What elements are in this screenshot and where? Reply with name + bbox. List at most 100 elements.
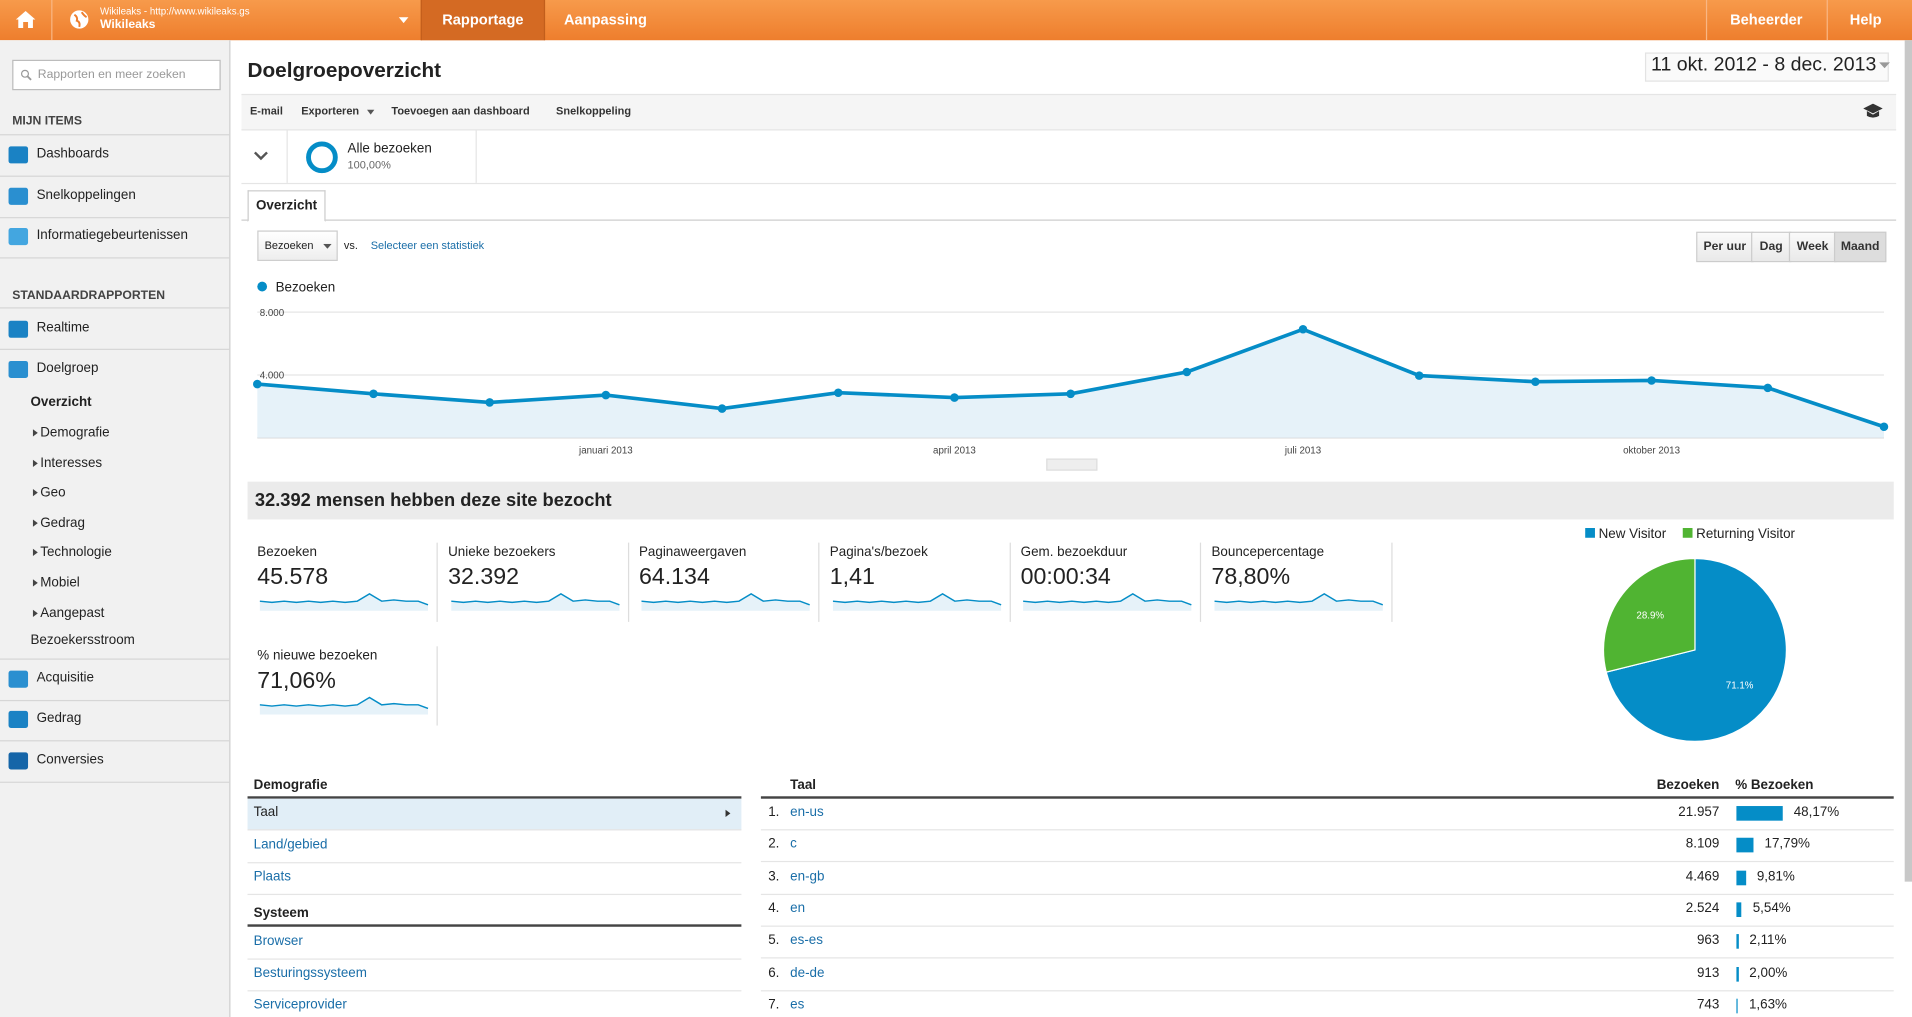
nav-subitem[interactable]: Technologie — [40, 545, 112, 560]
metric-label: % nieuwe bezoeken — [257, 648, 378, 664]
nav-subitem[interactable]: Aangepast — [40, 606, 105, 621]
demographic-link[interactable]: Taal — [253, 804, 279, 820]
search-placeholder: Rapporten en meer zoeken — [37, 68, 186, 82]
divider — [286, 130, 288, 183]
metric-label: Pagina's/bezoek — [829, 545, 928, 560]
share-label: 1,63% — [1748, 997, 1787, 1012]
nav-subitem[interactable]: Mobiel — [40, 575, 80, 591]
system-link[interactable]: Browser — [253, 934, 303, 949]
separator — [0, 217, 230, 219]
tab-reporting[interactable]: Rapportage — [420, 0, 546, 41]
row-line — [247, 862, 742, 864]
tab-customization[interactable]: Aanpassing — [563, 10, 647, 29]
nav-subitem[interactable]: Interesses — [40, 456, 103, 471]
segment-name[interactable]: Alle bezoeken — [347, 141, 432, 157]
granularity-button[interactable]: Dag — [1751, 231, 1792, 263]
point — [1763, 383, 1773, 393]
nav-item[interactable]: Conversies — [36, 752, 104, 768]
y-tick-label: 8.000 — [260, 308, 285, 319]
demographic-link[interactable]: Plaats — [253, 869, 291, 885]
granularity-button[interactable]: Maand — [1833, 231, 1887, 263]
nav-item[interactable]: Doelgroep — [36, 360, 99, 376]
date-picker[interactable]: 11 okt. 2012 - 8 dec. 2013 — [1644, 52, 1889, 82]
metric-select[interactable]: Bezoeken — [257, 230, 338, 261]
x-tick-label: april 2013 — [933, 446, 976, 457]
sparkline-line — [1023, 593, 1192, 606]
pie-slice — [1605, 557, 1787, 742]
rank: 1. — [768, 804, 780, 820]
language-link[interactable]: es-es — [790, 933, 823, 948]
toolbar-action[interactable]: E-mail — [249, 104, 283, 118]
rank: 5. — [768, 933, 780, 948]
language-link[interactable]: de-de — [790, 965, 825, 980]
help-link[interactable]: Help — [1849, 10, 1882, 29]
language-link[interactable]: es — [790, 997, 805, 1012]
language-link[interactable]: en — [790, 901, 806, 916]
share-bar — [1736, 838, 1754, 853]
metric-label: Bezoeken — [257, 545, 317, 560]
language-link[interactable]: c — [790, 836, 797, 852]
scrollbar[interactable] — [1904, 40, 1912, 882]
toolbar-action[interactable]: Snelkoppeling — [556, 104, 632, 118]
nav-item[interactable]: Acquisitie — [36, 670, 94, 686]
demographic-link[interactable]: Land/gebied — [253, 837, 328, 853]
row-line — [760, 861, 1894, 863]
column-header: Bezoeken — [1656, 777, 1720, 793]
nav-item[interactable]: Realtime — [36, 320, 90, 336]
nav-item[interactable]: Gedrag — [36, 710, 82, 726]
sparkline-line — [641, 593, 810, 606]
academy-icon[interactable] — [1863, 103, 1883, 119]
nav-item[interactable]: Snelkoppelingen — [36, 187, 136, 203]
account-name[interactable]: Wikileaks — [99, 18, 156, 32]
rank: 3. — [768, 868, 780, 884]
select-arrow — [323, 243, 332, 249]
visits: 21.957 — [1678, 804, 1720, 820]
admin-link[interactable]: Beheerder — [1730, 10, 1803, 29]
sparkline-line — [259, 696, 429, 710]
nav-icon — [8, 710, 29, 728]
date-arrow[interactable] — [1879, 62, 1891, 69]
language-link[interactable]: en-gb — [790, 868, 825, 884]
row-line — [760, 893, 1894, 895]
metric-value: 45.578 — [257, 564, 329, 591]
share-bar — [1736, 998, 1738, 1014]
system-link[interactable]: Serviceprovider — [253, 997, 347, 1013]
sparkline — [1213, 593, 1383, 611]
nav-icon — [8, 320, 29, 338]
share-bar — [1736, 902, 1742, 917]
nav-subitem[interactable]: Geo — [40, 485, 66, 500]
chevron[interactable] — [253, 151, 269, 161]
toolbar-action[interactable]: Toevoegen aan dashboard — [391, 104, 530, 118]
nav-subitem[interactable]: Demografie — [40, 425, 110, 441]
nav-subitem[interactable]: Overzicht — [30, 395, 92, 410]
nav-item[interactable]: Dashboards — [36, 146, 109, 161]
point — [1298, 325, 1308, 334]
share-label: 5,54% — [1752, 901, 1791, 916]
point — [253, 379, 262, 389]
caret — [32, 459, 38, 468]
separator — [0, 348, 230, 350]
select-metric-link[interactable]: Selecteer een statistiek — [370, 239, 485, 252]
search-box[interactable]: Rapporten en meer zoeken — [12, 59, 221, 91]
granularity-button[interactable]: Week — [1788, 231, 1837, 263]
chart-resize-handle[interactable] — [1046, 458, 1098, 471]
home-icon[interactable] — [15, 10, 37, 30]
dropdown-arrow[interactable] — [398, 17, 409, 24]
nav-item[interactable]: Informatiegebeurtenissen — [36, 228, 188, 243]
section-rule — [247, 924, 742, 927]
nav-icon — [8, 228, 29, 246]
toolbar-action[interactable]: Exporteren — [301, 104, 360, 118]
visits: 913 — [1696, 965, 1720, 980]
metric-divider — [818, 542, 820, 622]
nav-icon — [8, 752, 29, 770]
granularity-button[interactable]: Per uur — [1696, 231, 1754, 263]
language-link[interactable]: en-us — [790, 804, 824, 820]
nav-subitem[interactable]: Bezoekersstroom — [30, 632, 135, 648]
caret — [32, 609, 38, 618]
nav-subitem[interactable]: Gedrag — [40, 515, 85, 531]
section-title: Systeem — [253, 906, 309, 921]
visits: 2.524 — [1685, 901, 1720, 916]
point — [1414, 371, 1424, 380]
system-link[interactable]: Besturingssysteem — [253, 965, 367, 981]
overview-tab[interactable]: Overzicht — [247, 190, 326, 222]
